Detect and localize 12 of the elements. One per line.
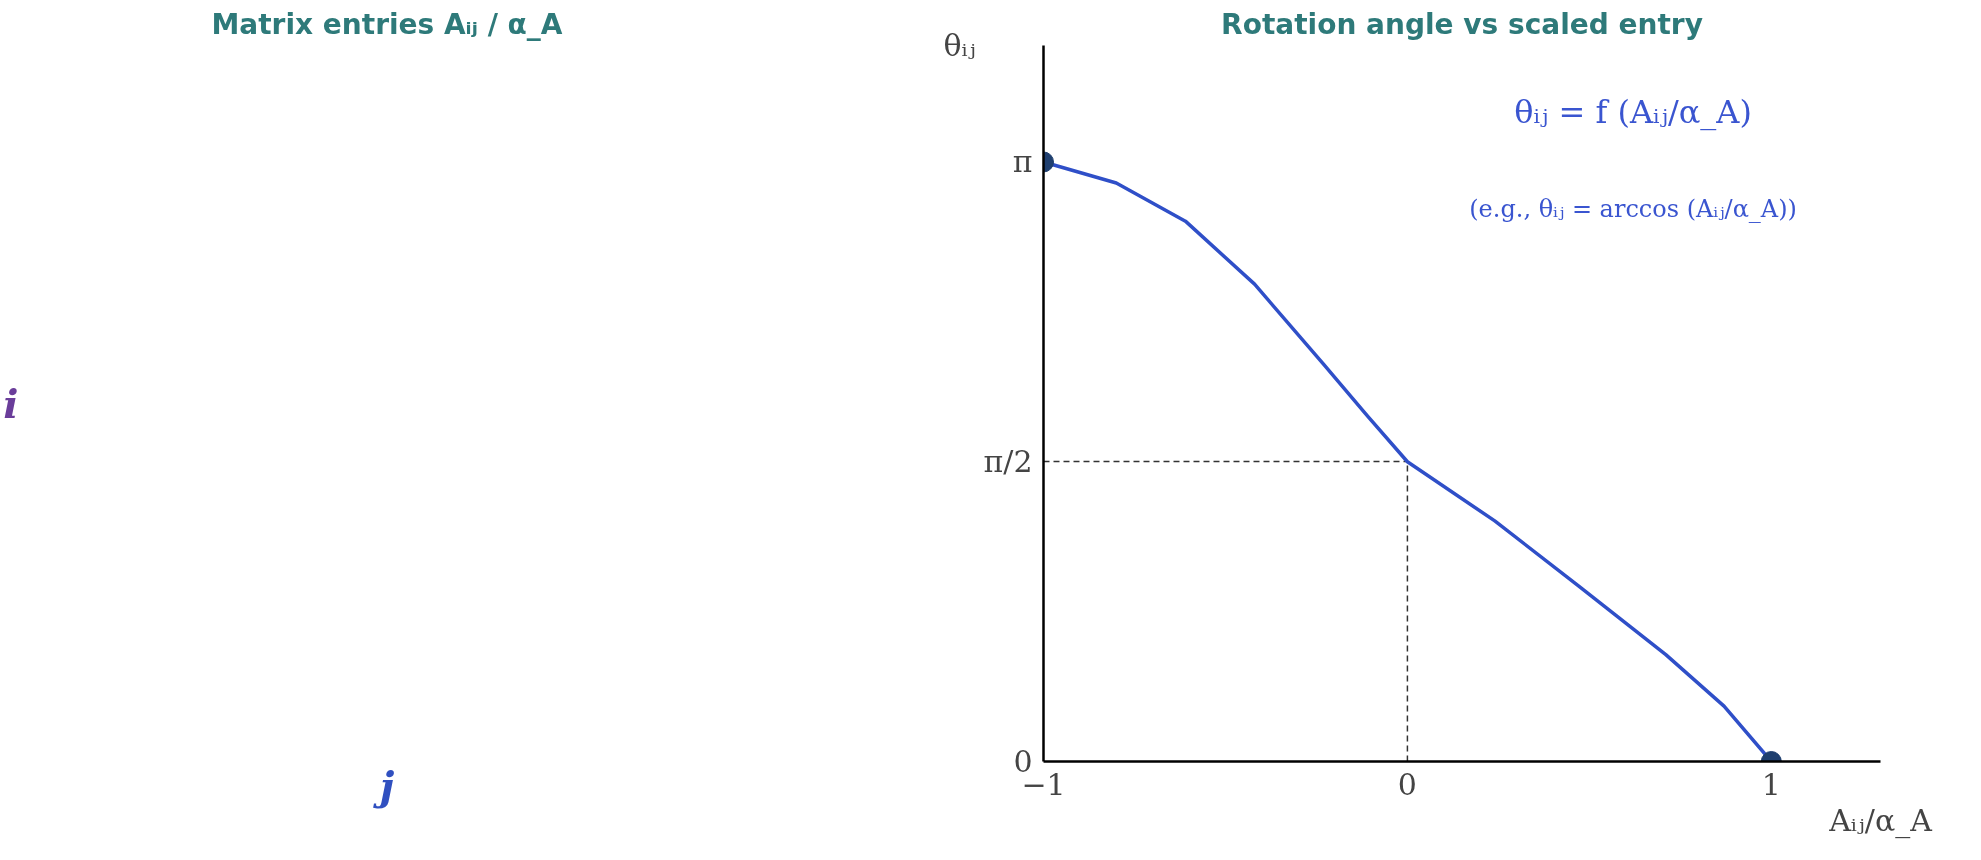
text: j — [372, 761, 395, 809]
x-axis-title: Aᵢⱼ/α_A — [1828, 802, 1933, 839]
annotation: θᵢⱼ = f (Aᵢⱼ/α_A) — [1514, 93, 1752, 132]
x-tick-label: 1 — [1761, 766, 1781, 802]
y-tick-label: π/2 — [983, 444, 1033, 480]
chart-title: Rotation angle vs scaled entry — [1221, 7, 1703, 41]
annotation: (e.g., θᵢⱼ = arccos (Aᵢⱼ/α_A)) — [1469, 195, 1797, 224]
y-axis-title: θᵢⱼ — [943, 28, 976, 63]
text: Matrix entries Aᵢⱼ / α_A — [211, 7, 563, 41]
x-tick-label: 0 — [1397, 766, 1417, 802]
y-tick-label: π — [1012, 144, 1033, 180]
text: i — [3, 380, 19, 427]
